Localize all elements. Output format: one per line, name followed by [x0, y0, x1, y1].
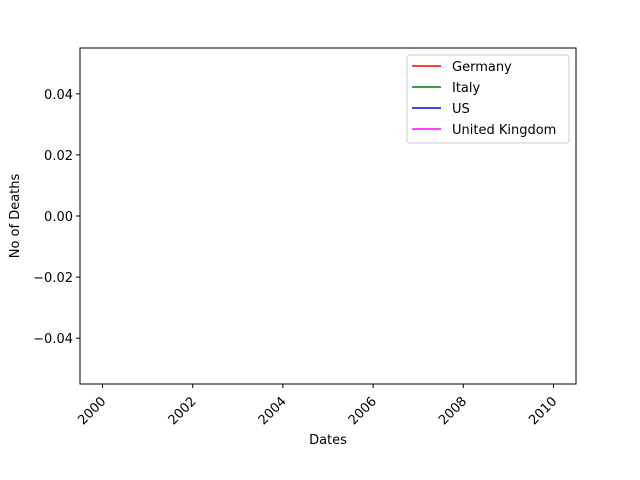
legend-label: Germany — [452, 60, 512, 75]
y-tick-label: −0.04 — [33, 332, 73, 347]
y-tick-label: 0.04 — [44, 88, 73, 103]
legend-label: US — [452, 102, 470, 117]
y-axis-label: No of Deaths — [8, 173, 23, 258]
legend: Germany Italy US United Kingdom — [406, 54, 570, 144]
legend-label: United Kingdom — [452, 123, 556, 138]
y-tick-label: 0.00 — [44, 210, 73, 225]
legend-label: Italy — [452, 81, 481, 96]
x-axis-label: Dates — [309, 433, 347, 448]
y-tick-label: 0.02 — [44, 149, 73, 164]
y-tick-label: −0.02 — [33, 271, 73, 286]
y-axis-ticks: 0.04 0.02 0.00 −0.02 −0.04 — [33, 88, 80, 347]
legend-box — [406, 54, 570, 144]
